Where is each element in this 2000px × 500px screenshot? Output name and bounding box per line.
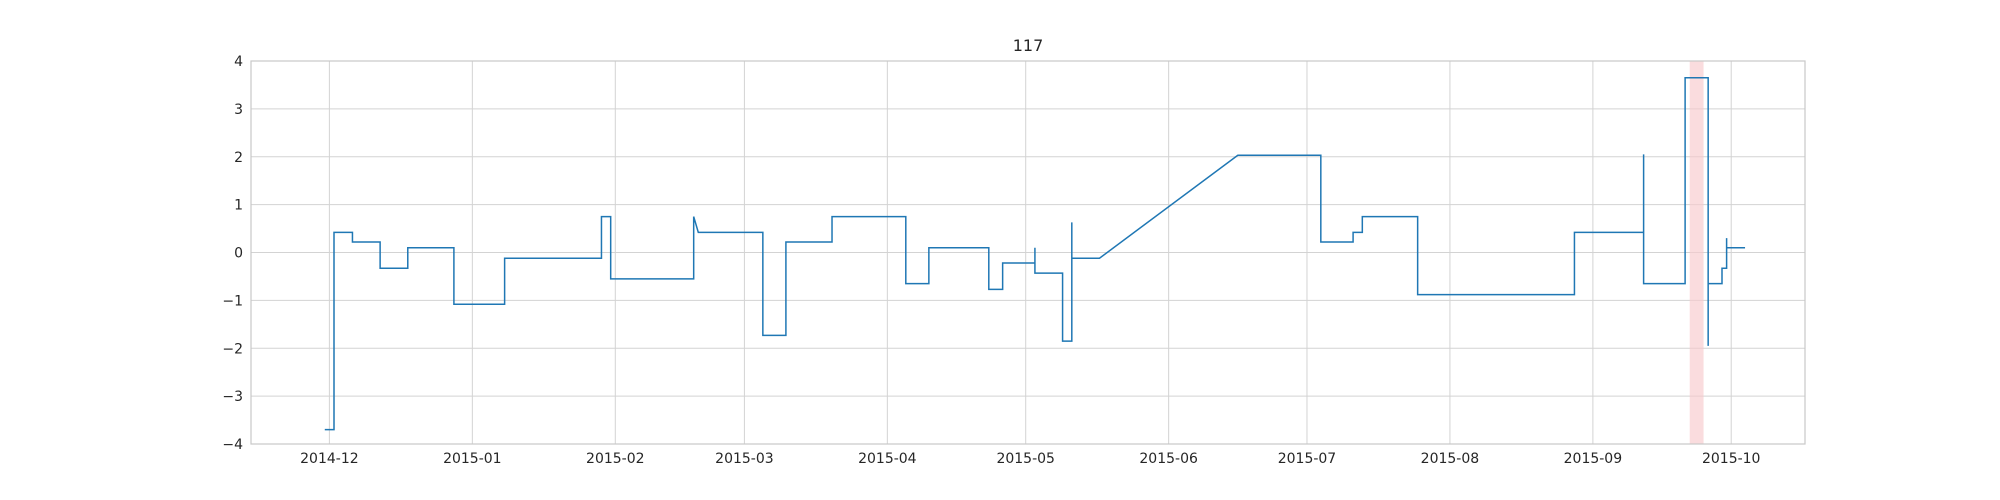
y-tick-label: −4	[222, 437, 243, 453]
x-tick-label: 2015-10	[1702, 451, 1761, 467]
x-tick-label: 2015-05	[996, 451, 1055, 467]
series-line	[324, 77, 1746, 431]
x-tick-label: 2015-06	[1139, 451, 1198, 467]
x-tick-label: 2015-03	[715, 451, 774, 467]
x-tick-label: 2015-04	[858, 451, 917, 467]
highlight-span	[1689, 61, 1704, 444]
x-tick-label: 2014-12	[300, 451, 359, 467]
series-layer	[324, 77, 1746, 431]
chart-title: 117	[1013, 36, 1044, 55]
x-tick-label: 2015-01	[443, 451, 502, 467]
x-tick-label: 2015-07	[1278, 451, 1337, 467]
highlight-layer	[1689, 61, 1704, 444]
y-tick-label: 2	[234, 150, 243, 166]
x-axis-ticks: 2014-12 2015-01 2015-02 2015-03 2015-04 2015-…	[300, 451, 1760, 467]
x-tick-label: 2015-02	[586, 451, 645, 467]
y-tick-label: −3	[222, 389, 243, 405]
y-tick-label: 0	[234, 246, 243, 262]
y-tick-label: 1	[234, 198, 243, 214]
grid-lines	[251, 60, 1805, 445]
y-tick-label: −1	[222, 293, 243, 309]
x-tick-label: 2015-08	[1421, 451, 1480, 467]
x-tick-label: 2015-09	[1564, 451, 1623, 467]
y-tick-label: 3	[234, 102, 243, 118]
y-tick-label: −2	[222, 341, 243, 357]
plot-frame	[250, 60, 1806, 445]
y-tick-label: 4	[234, 54, 243, 70]
y-axis-ticks: −4 −3 −2 −1 0 1 2 3 4	[222, 54, 243, 453]
